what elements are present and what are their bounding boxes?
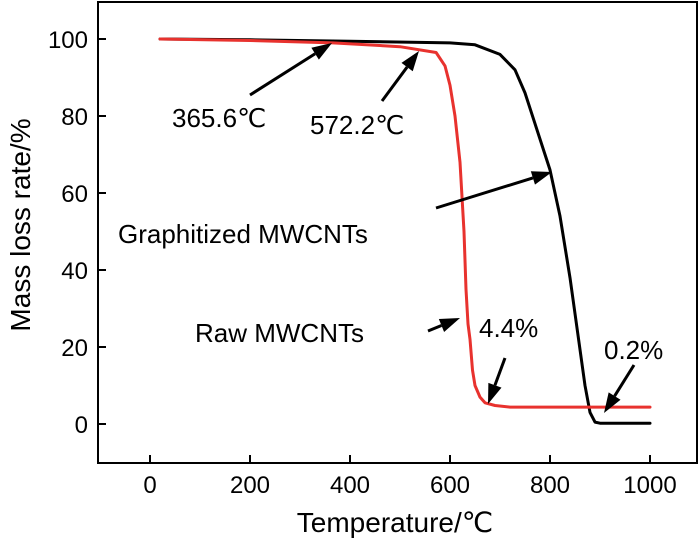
arrow-572-2: [382, 51, 419, 101]
arrow-raw: [428, 318, 460, 332]
annotation-4-4-percent: 4.4%: [479, 313, 538, 343]
arrow-4-4-percent-shaft: [495, 358, 505, 385]
x-tick-label: 600: [430, 472, 470, 499]
arrow-raw-shaft: [428, 326, 441, 331]
arrow-572-2-head: [401, 51, 419, 71]
arrow-4-4-percent: [488, 358, 505, 404]
annotation-graphitized: Graphitized MWCNTs: [118, 219, 368, 249]
x-tick-label: 200: [230, 472, 270, 499]
y-tick-label: 80: [61, 104, 88, 131]
arrow-365-6-shaft: [250, 54, 315, 95]
arrow-0-2-percent-head: [604, 392, 621, 413]
y-tick-label: 20: [61, 335, 88, 362]
arrow-365-6-head: [311, 43, 332, 60]
x-tick-label: 800: [530, 472, 570, 499]
y-tick-label: 0: [75, 412, 88, 439]
axes: 0 200 400 600 800 1000 0 20 40 60 80 100: [48, 27, 677, 499]
x-tick-label: 400: [330, 472, 370, 499]
x-axis-title: Temperature/℃: [297, 507, 493, 538]
arrow-graphitized: [436, 171, 552, 208]
y-tick-label: 100: [48, 27, 88, 54]
arrow-365-6: [250, 43, 332, 95]
annotation-0-2-percent: 0.2%: [604, 335, 663, 365]
annotation-365-6: 365.6℃: [172, 103, 266, 133]
y-axis-title: Mass loss rate/%: [5, 118, 36, 331]
arrow-0-2-percent-shaft: [615, 365, 634, 396]
annotation-raw: Raw MWCNTs: [195, 318, 364, 348]
tga-chart: 0 200 400 600 800 1000 0 20 40 60 80 100 Temperatur…: [0, 0, 700, 540]
arrow-graphitized-head: [531, 171, 552, 184]
arrow-4-4-percent-head: [488, 383, 501, 404]
arrow-572-2-shaft: [382, 67, 407, 101]
y-tick-label: 60: [61, 181, 88, 208]
arrow-graphitized-shaft: [436, 178, 533, 208]
x-tick-label: 1000: [623, 472, 676, 499]
y-tick-label: 40: [61, 258, 88, 285]
x-tick-label: 0: [143, 472, 156, 499]
arrow-raw-head: [439, 318, 460, 332]
annotation-572-2: 572.2℃: [310, 110, 404, 140]
